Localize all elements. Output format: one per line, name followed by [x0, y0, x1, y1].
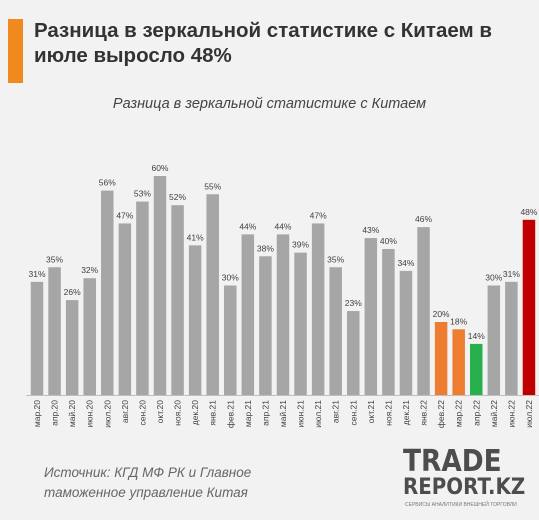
chart-title: Разница в зеркальной статистике с Китаем [112, 96, 427, 112]
value-label-апр.20: 35% [46, 254, 63, 264]
tick-label-апр.20: апр.20 [50, 400, 60, 426]
tick-label-янв.22: янв.22 [419, 400, 429, 426]
tick-label-июн.20: июн.20 [85, 400, 95, 428]
value-label-окт.20: 60% [151, 163, 168, 173]
accent-bar [8, 19, 23, 83]
bar-сен.21 [347, 311, 360, 395]
value-label-дек.21: 34% [397, 258, 414, 268]
bar-дек.21 [399, 270, 413, 395]
bar-мар.21 [241, 234, 255, 395]
value-label-мар.21: 44% [239, 221, 256, 231]
tick-label-дек.21: дек.21 [401, 400, 411, 425]
logo-tagline: СЕРВИСЫ АНАЛИТИКИ ВНЕШНЕЙ ТОРГОВЛИ [405, 502, 517, 508]
tick-label-июл.21: июл.21 [313, 400, 323, 428]
value-label-ноя.20: 52% [169, 192, 186, 202]
tick-label-сен.21: сен.21 [348, 400, 358, 426]
value-label-фев.22: 20% [433, 309, 450, 319]
logo-line-1: TRADE [403, 444, 502, 479]
value-label-янв.21: 55% [204, 181, 221, 191]
bar-авг.20 [118, 223, 132, 395]
value-label-июл.20: 56% [99, 178, 116, 188]
bar-фев.21 [224, 285, 237, 395]
value-label-сен.21: 23% [345, 298, 362, 308]
headline: Разница в зеркальной статистике с Китаем… [34, 19, 492, 67]
bar-май.20 [65, 300, 79, 395]
value-label-сен.20: 53% [134, 189, 151, 199]
tick-label-сен.20: сен.20 [137, 400, 147, 426]
trade-report-logo: TRADE REPORT.KZ СЕРВИСЫ АНАЛИТИКИ ВНЕШНЕ… [403, 446, 535, 516]
value-label-июн.20: 32% [81, 265, 98, 275]
bar-окт.20 [153, 176, 167, 395]
tick-label-мар.20: мар.20 [32, 400, 42, 427]
tick-label-фев.22: фев.22 [436, 400, 446, 428]
tick-label-дек.20: дек.20 [190, 400, 200, 425]
bar-июн.22 [505, 281, 518, 395]
tick-label-июн.21: июн.21 [296, 400, 306, 428]
tick-label-июл.22: июл.22 [524, 400, 534, 428]
tick-label-май.21: май.21 [278, 400, 288, 427]
source-line-1: Источник: КГД МФ РК и Главное [44, 465, 252, 480]
value-label-июн.22: 31% [503, 269, 520, 279]
bar-апр.21 [259, 256, 272, 395]
bar-май.21 [276, 234, 290, 395]
value-label-авг.21: 35% [327, 254, 344, 264]
tick-label-мар.22: мар.22 [454, 400, 464, 427]
tick-label-июл.20: июл.20 [102, 400, 112, 428]
value-label-мар.22: 18% [450, 316, 467, 326]
bar-дек.20 [188, 245, 202, 395]
tick-label-май.20: май.20 [67, 400, 77, 427]
bar-май.22 [487, 285, 501, 395]
source-line-2: таможенное управление Китая [44, 485, 248, 500]
value-label-июл.22: 48% [520, 207, 537, 217]
bar-авг.21 [329, 267, 342, 395]
value-label-фев.21: 30% [222, 273, 239, 283]
bar-фев.22 [434, 322, 448, 395]
value-label-апр.21: 38% [257, 243, 274, 253]
tick-label-окт.20: окт.20 [155, 400, 165, 424]
bar-янв.22 [417, 227, 430, 395]
tick-label-янв.21: янв.21 [208, 400, 218, 426]
tick-label-май.22: май.22 [489, 400, 499, 427]
tick-label-ноя.20: ноя.20 [173, 400, 183, 426]
bar-июн.20 [83, 278, 96, 395]
value-label-дек.20: 41% [187, 232, 204, 242]
bar-chart: 31% мар.20 35% апр.20 26% май.20 32% июн.20 56% и… [26, 163, 539, 428]
tick-label-апр.22: апр.22 [471, 400, 481, 426]
value-label-авг.20: 47% [116, 210, 133, 220]
value-label-июн.21: 39% [292, 240, 309, 250]
bar-июн.21 [294, 252, 307, 395]
logo-line-2: REPORT.KZ [403, 475, 526, 500]
value-label-май.22: 30% [485, 273, 502, 283]
tick-label-апр.21: апр.21 [260, 400, 270, 426]
tick-label-ноя.21: ноя.21 [383, 400, 393, 426]
source-note: Источник: КГД МФ РК и Главное таможенное… [44, 463, 344, 503]
tick-label-фев.21: фев.21 [225, 400, 235, 428]
bar-ноя.20 [171, 205, 184, 395]
bar-сен.20 [136, 201, 149, 395]
value-label-мар.20: 31% [28, 269, 45, 279]
bar-июл.21 [311, 223, 325, 395]
value-label-май.20: 26% [64, 287, 81, 297]
bar-апр.22 [470, 343, 483, 395]
bar-июл.22 [522, 219, 536, 395]
tick-label-окт.21: окт.21 [366, 400, 376, 424]
value-label-май.21: 44% [274, 221, 291, 231]
value-label-окт.21: 43% [362, 225, 379, 235]
bar-мар.22 [452, 329, 465, 395]
value-label-янв.22: 46% [415, 214, 432, 224]
value-label-ноя.21: 40% [380, 236, 397, 246]
bar-окт.21 [364, 238, 378, 395]
value-label-июл.21: 47% [310, 210, 327, 220]
bar-мар.20 [30, 281, 44, 395]
tick-label-мар.21: мар.21 [243, 400, 253, 427]
bar-апр.20 [48, 267, 61, 395]
bar-июл.20 [101, 190, 114, 395]
tick-label-авг.20: авг.20 [120, 400, 130, 423]
tick-label-июн.22: июн.22 [506, 400, 516, 428]
bar-ноя.21 [382, 249, 395, 395]
bar-янв.21 [206, 194, 219, 395]
tick-label-авг.21: авг.21 [331, 400, 341, 423]
value-label-апр.22: 14% [468, 331, 485, 341]
